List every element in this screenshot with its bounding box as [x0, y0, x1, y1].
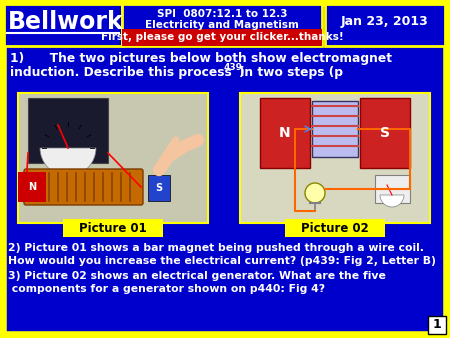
FancyBboxPatch shape: [285, 219, 385, 237]
Wedge shape: [380, 195, 404, 207]
Text: Bellwork: Bellwork: [8, 10, 124, 34]
Text: 439: 439: [224, 63, 243, 72]
FancyBboxPatch shape: [428, 316, 446, 334]
Text: Picture 01: Picture 01: [79, 221, 147, 235]
Text: components for a generator shown on p440: Fig 4?: components for a generator shown on p440…: [8, 284, 325, 294]
Text: S: S: [155, 183, 162, 193]
Text: SPI  0807:12.1 to 12.3: SPI 0807:12.1 to 12.3: [157, 9, 287, 19]
FancyBboxPatch shape: [312, 101, 358, 157]
FancyBboxPatch shape: [375, 175, 410, 203]
FancyBboxPatch shape: [360, 98, 410, 168]
FancyBboxPatch shape: [122, 4, 322, 46]
FancyBboxPatch shape: [148, 175, 170, 201]
Text: Electricity and Magnetism: Electricity and Magnetism: [145, 20, 299, 30]
FancyBboxPatch shape: [4, 4, 122, 46]
Text: Picture 02: Picture 02: [301, 221, 369, 235]
FancyBboxPatch shape: [325, 4, 445, 46]
Text: Jan 23, 2013: Jan 23, 2013: [341, 15, 429, 28]
FancyBboxPatch shape: [28, 98, 108, 163]
Text: N: N: [28, 182, 36, 192]
Text: How would you increase the electrical current? (p439: Fig 2, Letter B): How would you increase the electrical cu…: [8, 256, 436, 266]
Wedge shape: [40, 148, 96, 176]
Text: S: S: [380, 126, 390, 140]
FancyBboxPatch shape: [260, 98, 310, 168]
Text: 1)      The two pictures below both show electromagnet: 1) The two pictures below both show elec…: [10, 52, 392, 65]
FancyBboxPatch shape: [24, 169, 143, 205]
FancyBboxPatch shape: [4, 4, 446, 334]
Text: 3) Picture 02 shows an electrical generator. What are the five: 3) Picture 02 shows an electrical genera…: [8, 271, 386, 281]
FancyBboxPatch shape: [18, 93, 208, 223]
Text: induction. Describe this process  in two steps (p: induction. Describe this process in two …: [10, 66, 343, 79]
Text: First, please go get your clicker...thanks!: First, please go get your clicker...than…: [101, 32, 343, 43]
Text: ): ): [238, 66, 243, 79]
FancyBboxPatch shape: [240, 93, 430, 223]
Text: 1: 1: [432, 318, 441, 332]
FancyBboxPatch shape: [63, 219, 163, 237]
Circle shape: [305, 183, 325, 203]
Text: N: N: [279, 126, 291, 140]
Text: 2) Picture 01 shows a bar magnet being pushed through a wire coil.: 2) Picture 01 shows a bar magnet being p…: [8, 243, 424, 253]
FancyBboxPatch shape: [122, 29, 322, 46]
